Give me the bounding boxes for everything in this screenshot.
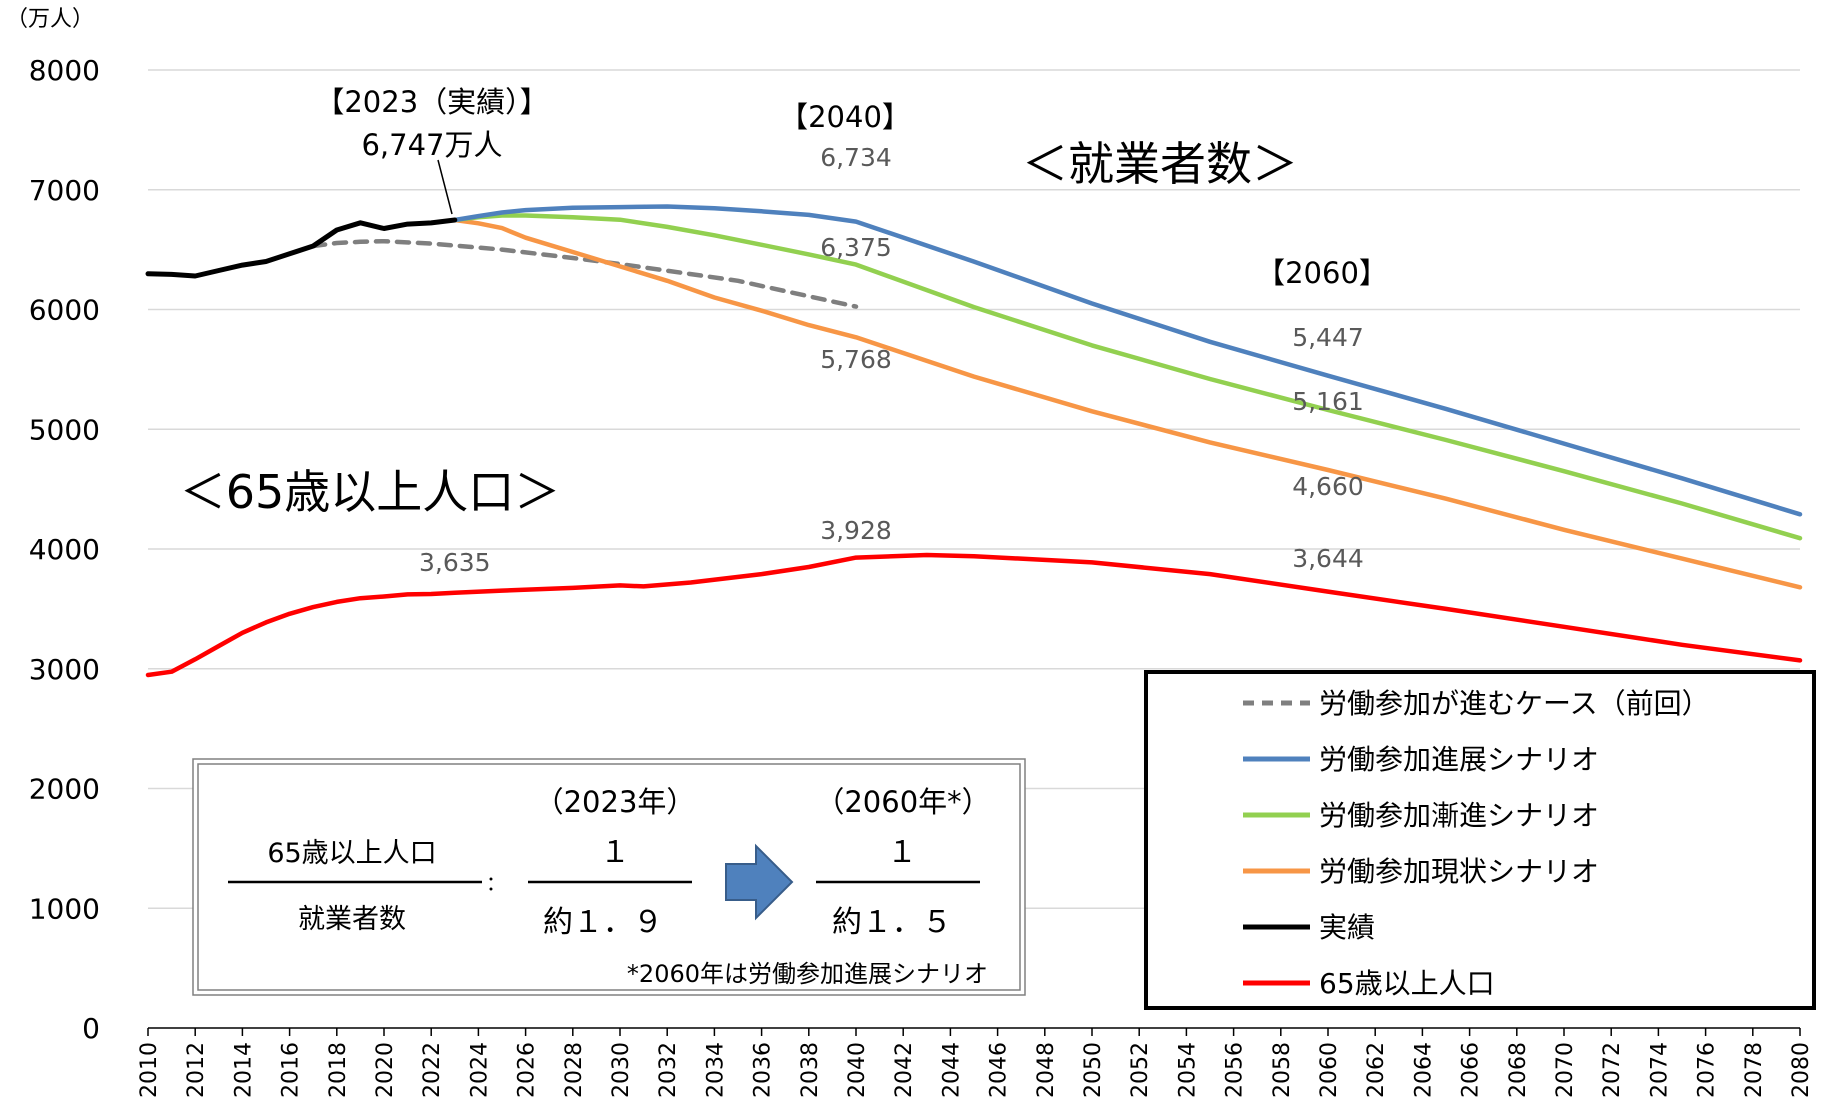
- y-tick-label: 2000: [29, 773, 100, 806]
- ratio-year-2060: （2060年*）: [815, 785, 990, 819]
- x-tick-label: 2076: [1695, 1042, 1720, 1098]
- series-lines: [145, 204, 1803, 678]
- y-tick-label: 4000: [29, 533, 100, 566]
- legend-label: 労働参加現状シナリオ: [1319, 855, 1599, 888]
- ratio-denominator-label: 就業者数: [298, 904, 406, 935]
- x-tick-label: 2054: [1175, 1042, 1200, 1098]
- legend-label: 65歳以上人口: [1319, 967, 1495, 1000]
- x-tick-label: 2052: [1128, 1042, 1153, 1098]
- x-tick-label: 2040: [845, 1042, 870, 1098]
- x-tick-label: 2064: [1411, 1042, 1436, 1098]
- legend-box: [1144, 670, 1816, 1010]
- series-line: [145, 552, 1803, 678]
- data-label: 6,375: [820, 233, 892, 262]
- x-tick-label: 2060: [1317, 1042, 1342, 1098]
- x-tick-label: 2062: [1364, 1042, 1389, 1098]
- x-tick-label: 2080: [1789, 1042, 1814, 1098]
- series-line: [452, 204, 1803, 517]
- data-label: 3,928: [820, 516, 892, 545]
- data-label: 5,161: [1292, 387, 1364, 416]
- x-tick-label: 2026: [515, 1042, 540, 1098]
- employed-title: ＜就業者数＞: [1022, 137, 1298, 191]
- ratio-note: *2060年は労働参加進展シナリオ: [627, 960, 988, 988]
- annotation-year-2060: 【2060】: [1256, 256, 1388, 290]
- x-tick-label: 2036: [751, 1042, 776, 1098]
- data-labels: 6,734 6,375 5,768 3,928 5,447 5,161 4,660 3,644…: [419, 143, 1364, 577]
- x-tick-label: 2050: [1081, 1042, 1106, 1098]
- series-line: [310, 238, 859, 309]
- y-unit-label: （万人）: [6, 7, 94, 32]
- ratio-box: 65歳以上人口 就業者数 ： （2023年） １ 約１．９ （2060年*） １…: [192, 758, 1026, 996]
- x-tick-label: 2030: [609, 1042, 634, 1098]
- x-tick-label: 2020: [373, 1042, 398, 1098]
- y-tick-label: 8000: [29, 54, 100, 87]
- ratio-numerator-label: 65歳以上人口: [267, 838, 436, 869]
- x-tick-label: 2022: [420, 1042, 445, 1098]
- x-tick-label: 2078: [1742, 1042, 1767, 1098]
- arrow-right-icon: [725, 843, 794, 921]
- ratio-den-2023: 約１．９: [543, 905, 663, 940]
- data-label: 5,768: [820, 345, 892, 374]
- legend: 労働参加が進むケース（前回） 労働参加進展シナリオ労働参加漸進シナリオ労働参加現状…: [1243, 687, 1710, 1000]
- ratio-num-2060: １: [887, 835, 917, 870]
- x-tick-label: 2056: [1223, 1042, 1248, 1098]
- x-tick-label: 2012: [184, 1042, 209, 1098]
- ratio-colon: ：: [486, 871, 506, 895]
- x-tick-label: 2010: [137, 1042, 162, 1098]
- x-axis: 2010 2012 2014 2016 2018 2020 2022 2024 2026 2028…: [137, 1027, 1814, 1098]
- x-tick-label: 2070: [1553, 1042, 1578, 1098]
- data-label: 6,734: [820, 143, 892, 172]
- series-line: [145, 217, 458, 279]
- y-tick-label: 1000: [29, 892, 100, 925]
- legend-label: 労働参加が進むケース（前回）: [1319, 687, 1710, 720]
- data-label: 5,447: [1292, 323, 1364, 352]
- y-tick-label: 7000: [29, 174, 100, 207]
- data-label: 3,644: [1292, 544, 1364, 573]
- y-axis: 0 1000 2000 3000 4000 5000 6000 7000 8000: [29, 54, 100, 1045]
- ratio-box-inner: [197, 763, 1021, 991]
- x-tick-label: 2028: [562, 1042, 587, 1098]
- x-tick-label: 2048: [1034, 1042, 1059, 1098]
- x-tick-label: 2024: [467, 1042, 492, 1098]
- x-tick-label: 2016: [279, 1042, 304, 1098]
- x-tick-label: 2068: [1506, 1042, 1531, 1098]
- data-label: 4,660: [1292, 472, 1364, 501]
- data-label: 3,635: [419, 548, 491, 577]
- y-tick-label: 3000: [29, 653, 100, 686]
- x-tick-label: 2038: [798, 1042, 823, 1098]
- x-tick-label: 2032: [656, 1042, 681, 1098]
- annotation-actual-value: 6,747万人: [361, 128, 502, 162]
- annotation-pointer-line: [437, 159, 453, 215]
- legend-label: 労働参加漸進シナリオ: [1319, 799, 1599, 832]
- series-line: [452, 213, 1803, 541]
- x-tick-label: 2066: [1459, 1042, 1484, 1098]
- x-tick-label: 2074: [1647, 1042, 1672, 1098]
- ratio-box-outer: [192, 758, 1026, 996]
- x-tick-label: 2042: [892, 1042, 917, 1098]
- y-tick-label: 0: [82, 1012, 100, 1045]
- ratio-den-2060: 約１．５: [832, 905, 952, 940]
- x-tick-label: 2044: [939, 1042, 964, 1098]
- y-tick-label: 5000: [29, 413, 100, 446]
- ratio-num-2023: １: [600, 835, 630, 870]
- series-line: [452, 217, 1803, 590]
- annotation-actual-year: 【2023（実績）】: [315, 85, 548, 119]
- x-tick-label: 2034: [703, 1042, 728, 1098]
- x-tick-label: 2058: [1270, 1042, 1295, 1098]
- x-tick-label: 2014: [231, 1042, 256, 1098]
- x-tick-label: 2018: [326, 1042, 351, 1098]
- x-tick-label: 2072: [1600, 1042, 1625, 1098]
- x-tick-label: 2046: [987, 1042, 1012, 1098]
- elderly-title: ＜65歳以上人口＞: [180, 465, 561, 519]
- ratio-year-2023: （2023年）: [535, 785, 696, 819]
- legend-label: 実績: [1319, 911, 1375, 944]
- y-tick-label: 6000: [29, 294, 100, 327]
- legend-label: 労働参加進展シナリオ: [1319, 743, 1599, 776]
- annotation-year-2040: 【2040】: [779, 100, 911, 134]
